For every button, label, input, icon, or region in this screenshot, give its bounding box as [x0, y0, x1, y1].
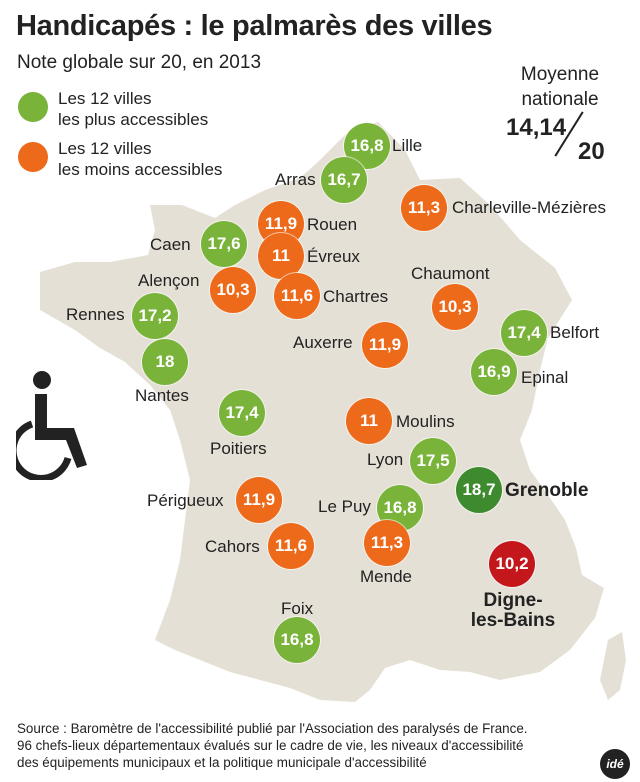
legend-most-accessible: Les 12 villes les plus accessibles — [18, 88, 288, 130]
corsica-outline — [600, 632, 626, 700]
label-rouen: Rouen — [307, 215, 358, 234]
label-moulins: Moulins — [396, 412, 455, 431]
marker-grenoble: 18,7 — [456, 467, 502, 513]
marker-charleville-mezieres: 11,3 — [401, 185, 447, 231]
label-caen: Caen — [150, 235, 191, 254]
label-alencon: Alençon — [138, 271, 200, 290]
marker-alencon: 10,3 — [210, 267, 256, 313]
label-grenoble: Grenoble — [505, 480, 589, 501]
label-auxerre: Auxerre — [293, 333, 353, 352]
label-chaumont: Chaumont — [411, 264, 490, 283]
label-digne-les-bains: Digne- les-Bains — [470, 590, 556, 631]
legend-line: les moins accessibles — [58, 160, 223, 179]
label-belfort: Belfort — [550, 323, 600, 342]
label-lyon: Lyon — [367, 450, 404, 469]
marker-evreux: 11 — [258, 233, 304, 279]
marker-rennes: 17,2 — [132, 293, 178, 339]
label-le-puy: Le Puy — [318, 497, 371, 516]
marker-arras: 16,7 — [321, 157, 367, 203]
label-charleville-mezieres: Charleville-Mézières — [452, 198, 606, 217]
label-chartres: Chartres — [323, 287, 389, 306]
wheelchair-icon — [16, 371, 87, 480]
marker-cahors: 11,6 — [268, 523, 314, 569]
label-rennes: Rennes — [66, 305, 125, 324]
label-mende: Mende — [360, 567, 412, 586]
legend-line: les plus accessibles — [58, 110, 209, 129]
legend-least-accessible: Les 12 villes les moins accessibles — [18, 138, 288, 180]
marker-digne-les-bains: 10,2 — [489, 541, 535, 587]
legend-orange-dot — [18, 142, 48, 172]
label-lille: Lille — [392, 136, 423, 155]
label-nantes: Nantes — [135, 386, 189, 405]
national-average-value: 14,14 — [506, 114, 567, 141]
label-epinal: Epinal — [521, 368, 569, 387]
page-subtitle: Note globale sur 20, en 2013 — [17, 52, 262, 73]
marker-belfort: 17,4 — [501, 310, 547, 356]
legend-line: Les 12 villes — [58, 139, 152, 158]
marker-mende: 11,3 — [364, 520, 410, 566]
legend-line: Les 12 villes — [58, 89, 152, 108]
page-title: Handicapés : le palmarès des villes — [16, 10, 493, 42]
source-note: Source : Baromètre de l'accessibilité pu… — [17, 721, 528, 770]
label-arras: Arras — [275, 170, 316, 189]
legend-green-dot — [18, 92, 48, 122]
label-cahors: Cahors — [205, 537, 260, 556]
marker-foix: 16,8 — [274, 617, 320, 663]
marker-nantes: 18 — [142, 339, 188, 385]
national-average-denominator: 20 — [578, 138, 605, 165]
label-poitiers: Poitiers — [210, 439, 267, 458]
marker-chartres: 11,6 — [274, 273, 320, 319]
marker-epinal: 16,9 — [471, 349, 517, 395]
france-outline — [40, 122, 604, 702]
marker-lyon: 17,5 — [410, 438, 456, 484]
marker-auxerre: 11,9 — [362, 322, 408, 368]
national-average-label: Moyenne nationale — [520, 64, 600, 110]
marker-moulins: 11 — [346, 398, 392, 444]
marker-chaumont: 10,3 — [432, 284, 478, 330]
label-perigueux: Périgueux — [147, 491, 224, 510]
publisher-logo: idé — [600, 749, 630, 779]
marker-perigueux: 11,9 — [236, 477, 282, 523]
label-evreux: Évreux — [307, 247, 360, 266]
marker-poitiers: 17,4 — [219, 390, 265, 436]
marker-caen: 17,6 — [201, 221, 247, 267]
label-foix: Foix — [281, 599, 314, 618]
